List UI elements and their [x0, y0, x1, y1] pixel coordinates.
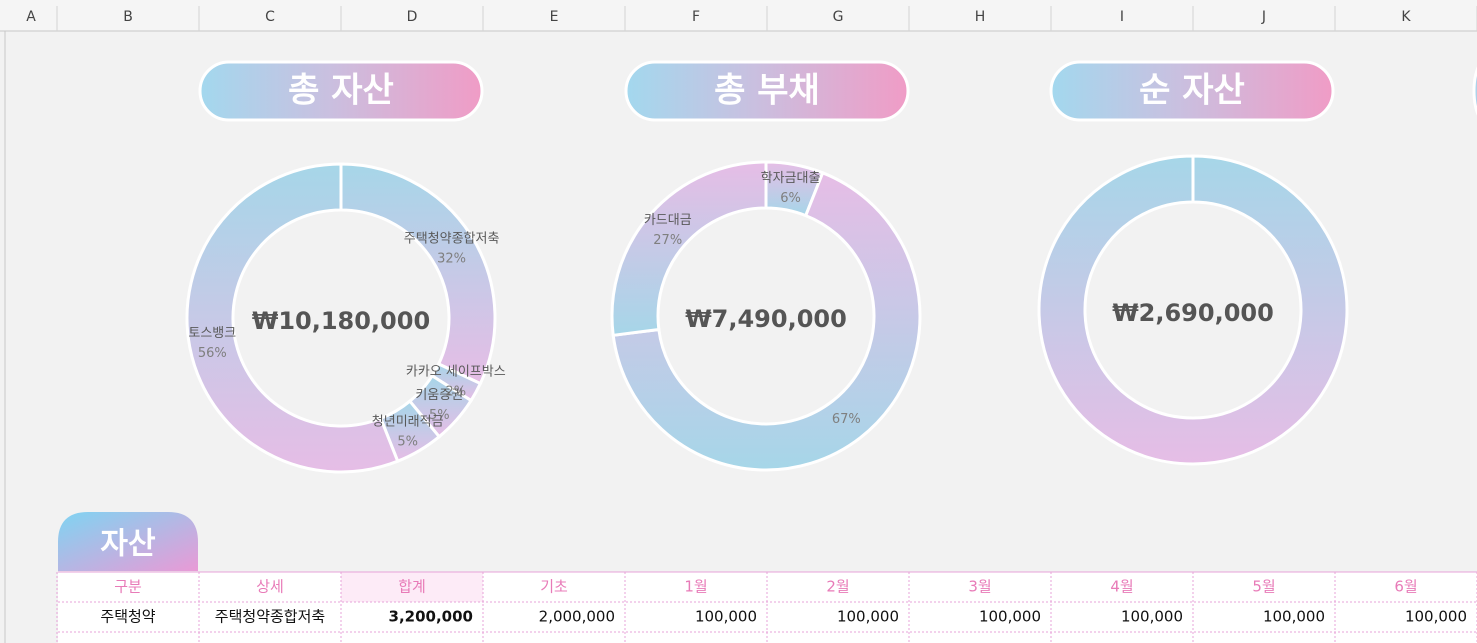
- table-header: 2월: [826, 578, 849, 596]
- partial-pill: [1472, 66, 1477, 116]
- column-header: I: [1120, 9, 1124, 25]
- table-header: 4월: [1110, 578, 1133, 596]
- table-header: 3월: [968, 578, 991, 596]
- card-title: 순 자산: [1139, 71, 1245, 111]
- column-header: C: [265, 9, 275, 25]
- table-number: 100,000: [1121, 608, 1183, 626]
- column-header: G: [833, 9, 844, 25]
- table-cell: 주택청약: [100, 608, 155, 626]
- table-number: 100,000: [1405, 608, 1467, 626]
- column-header: F: [692, 9, 700, 25]
- table-header: 상세: [256, 578, 284, 596]
- table-number: 2,000,000: [539, 608, 615, 626]
- column-header: H: [975, 9, 986, 25]
- table-number: 3,200,000: [389, 608, 473, 626]
- column-header: B: [123, 9, 133, 25]
- column-header: E: [550, 9, 559, 25]
- donut-slice: [1037, 154, 1349, 466]
- slice-percent: 5%: [429, 408, 450, 423]
- slice-label: 주택청약종합저축: [404, 231, 500, 246]
- slice-percent: 67%: [832, 412, 861, 427]
- center-total: ₩7,490,000: [685, 305, 847, 333]
- table-header: 합계: [398, 578, 426, 596]
- card-title: 총 자산: [288, 71, 394, 111]
- total-column-highlight: [341, 572, 483, 602]
- table-header: 기초: [540, 578, 568, 596]
- table-header: 1월: [684, 578, 707, 596]
- card-title-pill: [198, 60, 484, 122]
- slice-percent: 32%: [437, 251, 466, 266]
- column-header: A: [26, 9, 36, 25]
- table-background: [58, 572, 1477, 643]
- card-title-pill: [624, 60, 910, 122]
- slice-percent: 2%: [445, 385, 466, 400]
- slice-label: 키움증권: [415, 388, 463, 403]
- slice-percent: 27%: [653, 233, 682, 248]
- center-total: ₩10,180,000: [252, 307, 430, 335]
- column-header: D: [407, 9, 418, 25]
- table-header: 구분: [114, 578, 142, 596]
- donut-slice: [611, 170, 922, 472]
- center-total: ₩2,690,000: [1112, 299, 1274, 327]
- donut-slice: [185, 162, 400, 474]
- table-header: 5월: [1252, 578, 1275, 596]
- column-header-bar: [0, 0, 1477, 31]
- card-title-pill: [1049, 60, 1335, 122]
- column-header: J: [1261, 9, 1266, 25]
- table-number: 100,000: [695, 608, 757, 626]
- slice-label: 카카오 세이프박스: [406, 365, 506, 380]
- slice-label: 토스뱅크: [188, 326, 236, 341]
- slice-label: 카드대금: [644, 213, 692, 228]
- slice-label: 청년미래적금: [372, 414, 444, 429]
- table-header: 6월: [1394, 578, 1417, 596]
- slice-percent: 56%: [198, 346, 227, 361]
- table-number: 100,000: [979, 608, 1041, 626]
- slice-label: 학자금대출: [761, 171, 821, 186]
- card-title: 총 부채: [714, 71, 820, 111]
- table-number: 100,000: [837, 608, 899, 626]
- table-number: 100,000: [1263, 608, 1325, 626]
- slice-percent: 5%: [397, 434, 418, 449]
- section-title: 자산: [100, 527, 156, 562]
- slice-percent: 6%: [780, 191, 801, 206]
- section-tab: [58, 512, 198, 571]
- table-cell: 주택청약종합저축: [215, 608, 325, 626]
- column-header: K: [1401, 9, 1411, 25]
- donut-slice: [610, 160, 768, 337]
